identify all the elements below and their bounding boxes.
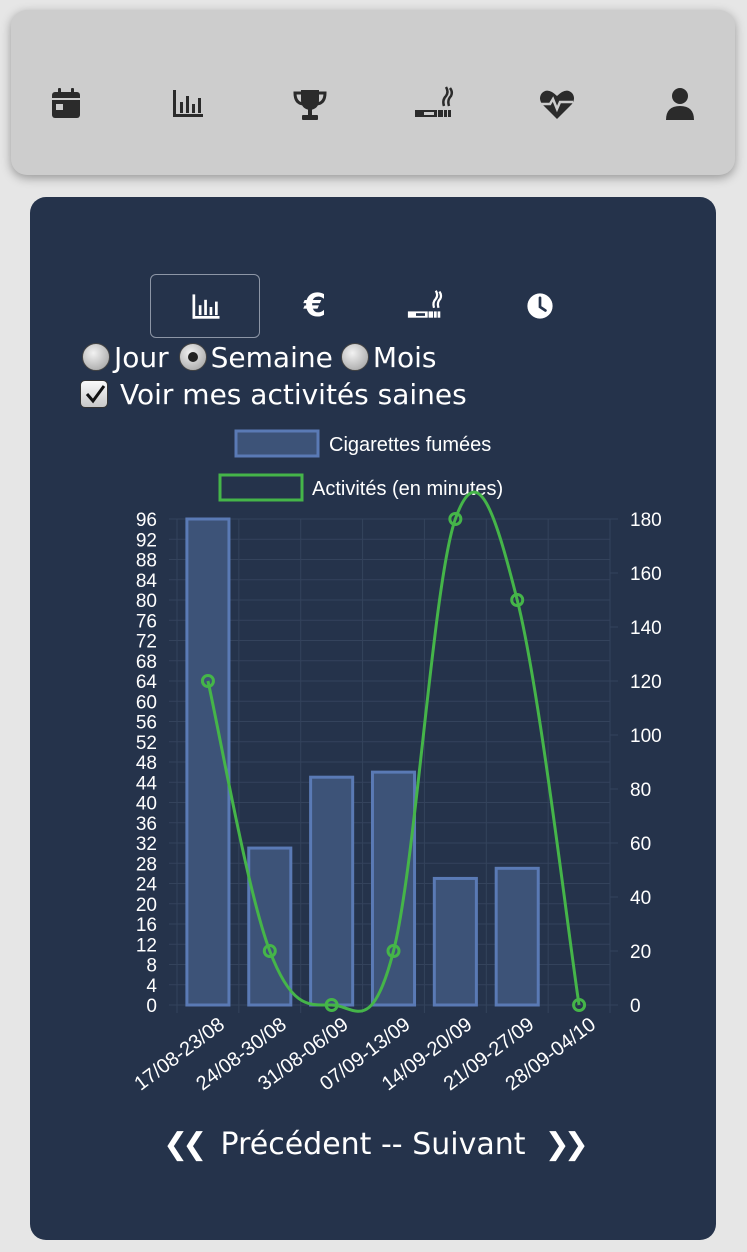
bar — [370, 770, 417, 1007]
y-right-tick-label: 80 — [630, 780, 651, 801]
previous-button[interactable]: ❮❮ Précédent — [163, 1127, 371, 1162]
pager-separator: -- — [380, 1127, 403, 1162]
double-chevron-left-icon: ❮❮ — [163, 1127, 207, 1162]
radio-mois[interactable] — [340, 343, 369, 371]
y-left-tick-label: 56 — [136, 713, 157, 734]
checkmark-icon — [85, 385, 106, 404]
legend-label-activities: Activités (en minutes) — [312, 478, 503, 500]
y-left-tick-label: 12 — [136, 935, 157, 956]
cigarette-icon — [407, 290, 443, 318]
line-point — [200, 674, 215, 688]
line-point — [448, 512, 463, 526]
legend-swatch-cigarettes — [234, 429, 320, 458]
cigarettes-activities-chart: Cigarettes fumées Activités (en minutes) 0… — [130, 429, 662, 1095]
activities-line — [206, 490, 581, 1013]
healthy-activities-checkbox[interactable] — [80, 380, 108, 408]
y-left-tick-label: 92 — [136, 530, 157, 551]
y-left-tick-label: 88 — [136, 551, 157, 572]
double-chevron-right-icon: ❯❯ — [544, 1127, 589, 1162]
tab-bar-chart[interactable] — [150, 274, 260, 338]
y-left-tick-label: 52 — [136, 733, 157, 754]
bar-chart-icon[interactable] — [168, 84, 208, 124]
line-point — [386, 944, 401, 958]
y-left-tick-label: 48 — [136, 753, 157, 774]
y-right-tick-label: 160 — [630, 564, 662, 585]
radio-semaine-label: Semaine — [210, 340, 333, 374]
y-left-tick-label: 72 — [136, 632, 157, 653]
y-left-tick-label: 16 — [136, 915, 157, 936]
radio-jour-label: Jour — [114, 340, 169, 374]
bar — [185, 517, 231, 1007]
y-right-tick-label: 20 — [630, 942, 651, 963]
y-left-tick-label: 84 — [136, 571, 158, 592]
y-left-tick-label: 0 — [146, 996, 157, 1017]
radio-mois-label: Mois — [372, 340, 437, 374]
y-left-tick-label: 4 — [146, 976, 157, 997]
period-selector: Jour Semaine Mois — [78, 337, 437, 377]
healthy-activities-label: Voir mes activités saines — [120, 377, 467, 411]
y-left-tick-label: 80 — [136, 591, 157, 612]
y-left-tick-label: 68 — [136, 652, 157, 673]
calendar-icon[interactable] — [46, 84, 86, 124]
trophy-icon[interactable] — [290, 84, 330, 124]
pager: ❮❮ Précédent -- Suivant ❯❯ — [30, 1127, 716, 1162]
user-icon[interactable] — [660, 84, 700, 124]
bar-chart-icon — [192, 294, 220, 319]
radio-jour[interactable] — [82, 343, 110, 371]
y-left-tick-label: 20 — [136, 895, 157, 916]
line-point — [572, 998, 587, 1012]
tab-clock[interactable] — [485, 274, 595, 338]
y-left-tick-label: 24 — [136, 875, 158, 896]
y-right-tick-label: 40 — [630, 888, 651, 909]
euro-icon: € — [303, 286, 327, 324]
line-point — [262, 944, 277, 958]
legend-swatch-activities — [218, 473, 304, 502]
y-left-tick-label: 8 — [146, 956, 157, 977]
next-label: Suivant — [412, 1127, 526, 1162]
y-left-tick-label: 76 — [136, 611, 157, 632]
cigarette-icon[interactable] — [414, 84, 454, 124]
line-point — [324, 998, 339, 1012]
y-left-tick-label: 44 — [136, 773, 158, 794]
y-right-tick-label: 0 — [630, 996, 641, 1017]
y-left-tick-label: 40 — [136, 794, 157, 815]
healthy-activities-toggle: Voir mes activités saines — [80, 374, 467, 414]
radio-semaine[interactable] — [178, 343, 207, 371]
y-right-tick-label: 120 — [630, 672, 662, 693]
bar — [432, 876, 478, 1007]
y-left-tick-label: 28 — [136, 854, 157, 875]
heart-pulse-icon[interactable] — [537, 84, 577, 124]
bar — [494, 866, 540, 1007]
y-right-tick-label: 60 — [630, 834, 651, 855]
tab-cigarette[interactable] — [370, 274, 480, 338]
y-left-tick-label: 36 — [136, 814, 157, 835]
bar — [309, 775, 355, 1007]
legend-label-cigarettes: Cigarettes fumées — [329, 434, 491, 456]
y-right-tick-label: 100 — [630, 726, 662, 747]
previous-label: Précédent — [220, 1127, 372, 1162]
statistics-card: € Jour Semaine Mois Voir mes activités s… — [30, 197, 716, 1240]
y-right-tick-label: 140 — [630, 618, 662, 639]
next-button[interactable]: Suivant ❯❯ — [412, 1127, 589, 1162]
y-left-tick-label: 96 — [136, 510, 157, 531]
line-point — [510, 593, 525, 607]
y-right-tick-label: 180 — [630, 510, 662, 531]
top-navigation-bar — [11, 10, 735, 175]
clock-icon — [527, 293, 553, 319]
y-left-tick-label: 32 — [136, 834, 157, 855]
y-left-tick-label: 60 — [136, 692, 157, 713]
y-left-tick-label: 64 — [136, 672, 158, 693]
tab-euro[interactable]: € — [260, 274, 370, 338]
